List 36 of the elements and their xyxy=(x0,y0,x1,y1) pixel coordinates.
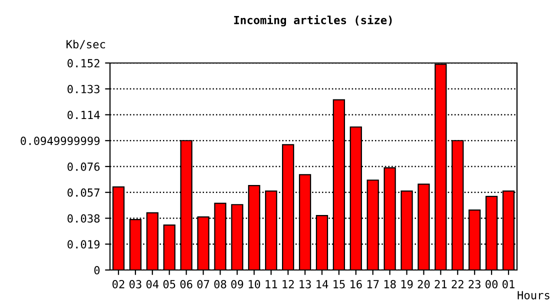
y-tick-label: 0.0949999999 xyxy=(20,136,100,146)
x-tick-label: 11 xyxy=(266,280,278,288)
x-axis-title: Hours xyxy=(518,291,550,300)
x-tick-label: 15 xyxy=(334,280,345,288)
x-tick-label: 18 xyxy=(384,280,396,288)
y-tick-label: 0 xyxy=(94,266,100,274)
x-tick-label: 09 xyxy=(231,280,244,288)
x-tick-label: 19 xyxy=(401,280,413,288)
x-tick-label: 03 xyxy=(129,280,142,288)
x-tick-label: 04 xyxy=(146,280,159,288)
y-tick-label: 0.038 xyxy=(68,214,100,223)
chart-title: Incoming articles (size) xyxy=(234,15,392,26)
y-tick-label: 0.114 xyxy=(68,110,100,120)
x-tick-label: 01 xyxy=(502,280,514,288)
x-tick-label: 21 xyxy=(434,280,447,288)
x-tick-label: 16 xyxy=(350,280,362,288)
x-tick-label: 14 xyxy=(316,280,328,288)
x-tick-label: 02 xyxy=(112,280,124,288)
x-tick-label: 00 xyxy=(486,280,498,288)
x-tick-label: 20 xyxy=(418,280,430,288)
x-tick-label: 08 xyxy=(214,280,226,288)
x-tick-label: 06 xyxy=(180,280,192,288)
x-tick-label: 10 xyxy=(248,280,260,288)
y-tick-label: 0.057 xyxy=(68,188,100,197)
x-tick-label: 05 xyxy=(163,280,176,288)
x-tick-label: 23 xyxy=(468,280,480,288)
x-tick-label: 17 xyxy=(368,280,379,288)
y-tick-label: 0.076 xyxy=(68,162,100,171)
y-axis-title: Kb/sec xyxy=(66,40,105,50)
x-tick-label: 12 xyxy=(282,280,294,288)
y-tick-label: 0.152 xyxy=(68,59,100,68)
x-tick-label: 13 xyxy=(300,280,311,288)
x-tick-label: 07 xyxy=(197,280,210,288)
y-tick-label: 0.133 xyxy=(68,84,100,94)
x-tick-label: 22 xyxy=(452,280,464,288)
y-tick-label: 0.019 xyxy=(68,240,100,249)
